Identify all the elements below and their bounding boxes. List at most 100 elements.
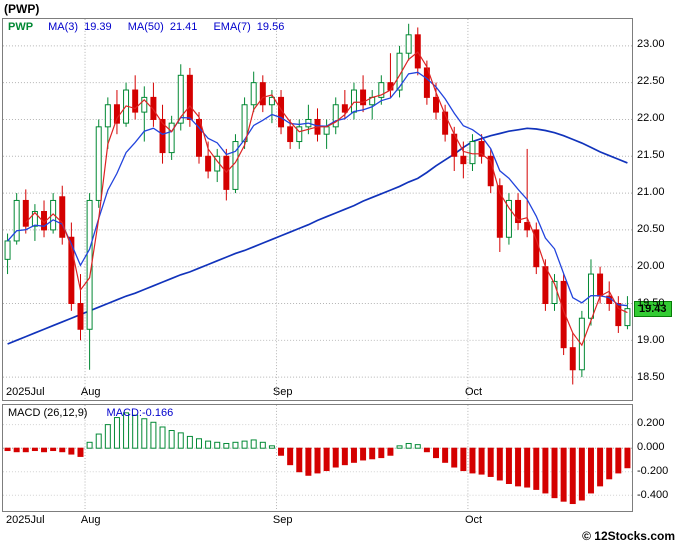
price-tick-label: 19.00 — [637, 334, 665, 346]
macd-chart — [3, 405, 632, 511]
macd-bar — [414, 444, 421, 449]
candle — [505, 193, 512, 245]
macd-bar — [378, 447, 385, 459]
macd-bar — [13, 447, 20, 453]
macd-bar — [350, 447, 357, 463]
candle — [186, 67, 193, 127]
price-tick-label: 18.50 — [637, 371, 665, 383]
candle — [597, 266, 604, 304]
macd-bar — [433, 447, 439, 459]
candle — [478, 134, 485, 164]
price-tick-label: 21.00 — [637, 186, 665, 198]
macd-bar — [615, 447, 622, 474]
macd-bar — [451, 447, 458, 468]
candle — [624, 296, 631, 330]
macd-bar — [113, 417, 120, 449]
macd-bar — [560, 447, 567, 502]
candle — [250, 71, 257, 113]
month-label: 2025Jul — [6, 386, 45, 398]
candle — [433, 82, 439, 120]
candle — [113, 90, 120, 135]
candle — [132, 75, 139, 120]
copyright-text: © 12Stocks.com — [582, 529, 675, 543]
candle — [323, 119, 330, 149]
macd-bar — [442, 447, 449, 463]
macd-bar — [141, 418, 148, 449]
macd-bar — [587, 447, 594, 494]
macd-bar — [296, 447, 303, 473]
macd-tick-label: -0.200 — [637, 465, 669, 477]
macd-bar — [31, 447, 38, 452]
macd-bar — [196, 438, 202, 449]
macd-bar — [168, 430, 175, 449]
price-tick-label: 20.50 — [637, 223, 665, 235]
candle — [68, 222, 75, 311]
last-price-badge: 19.43 — [634, 301, 672, 318]
candle — [533, 222, 540, 275]
macd-bar — [624, 447, 631, 469]
macd-bar — [104, 424, 111, 449]
candle — [177, 64, 184, 131]
macd-bar — [515, 447, 522, 487]
candle — [524, 148, 531, 238]
indicator-legend: PWP MA(3) 19.39 MA(50) 21.41 EMA(7) 19.5… — [8, 21, 297, 33]
price-chart-panel — [2, 18, 633, 401]
macd-bar — [369, 447, 376, 460]
candle — [214, 148, 221, 183]
macd-bar — [396, 445, 403, 449]
macd-bar — [259, 441, 266, 449]
month-label: Aug — [80, 514, 101, 526]
macd-bar — [250, 439, 257, 449]
candle — [86, 193, 93, 370]
macd-bar — [606, 447, 613, 480]
legend-ma50-value: 21.41 — [169, 21, 198, 33]
ma3-line — [25, 51, 628, 347]
legend-ma3-value: 19.39 — [84, 21, 112, 33]
macd-bar — [460, 447, 467, 472]
legend-ma50-label: MA(50) — [127, 21, 164, 33]
macd-bar — [22, 447, 29, 453]
macd-bar — [551, 447, 558, 499]
macd-bar — [505, 447, 512, 485]
macd-chart-panel — [2, 404, 633, 512]
price-tick-label: 21.50 — [637, 149, 665, 161]
macd-params-label: MACD (26,12,9) — [8, 407, 88, 419]
macd-bar — [86, 441, 93, 449]
macd-tick-label: 0.200 — [637, 417, 665, 429]
macd-bar — [123, 412, 130, 449]
macd-legend: MACD (26,12,9) MACD:-0.166 — [8, 407, 173, 419]
candle — [150, 82, 157, 127]
price-tick-label: 23.00 — [637, 38, 665, 50]
candle — [287, 119, 294, 149]
macd-bar — [268, 445, 275, 449]
candle — [332, 97, 339, 135]
macd-bar — [542, 447, 549, 494]
macd-bar — [569, 447, 576, 505]
macd-bar — [68, 447, 75, 455]
month-label: Oct — [464, 514, 483, 526]
legend-ema7-label: EMA(7) — [213, 21, 251, 33]
macd-bar — [214, 441, 221, 449]
macd-bar — [232, 441, 239, 449]
candle — [77, 274, 84, 341]
macd-bar — [59, 447, 66, 453]
macd-bar — [323, 447, 330, 472]
candle — [369, 90, 376, 120]
macd-bar — [77, 447, 84, 457]
macd-bar — [278, 447, 285, 456]
macd-bar — [533, 447, 540, 490]
macd-bar — [487, 447, 494, 477]
macd-value-label: MACD:-0.166 — [106, 407, 174, 419]
month-label: Oct — [464, 386, 483, 398]
candle — [95, 119, 102, 208]
candle — [22, 189, 29, 234]
macd-bar — [578, 447, 585, 501]
candle — [615, 296, 622, 333]
price-tick-label: 22.00 — [637, 112, 665, 124]
macd-bar — [597, 447, 604, 487]
legend-ema7-value: 19.56 — [256, 21, 285, 33]
macd-bar — [423, 447, 430, 453]
candle — [405, 23, 412, 61]
macd-bar — [287, 447, 294, 466]
